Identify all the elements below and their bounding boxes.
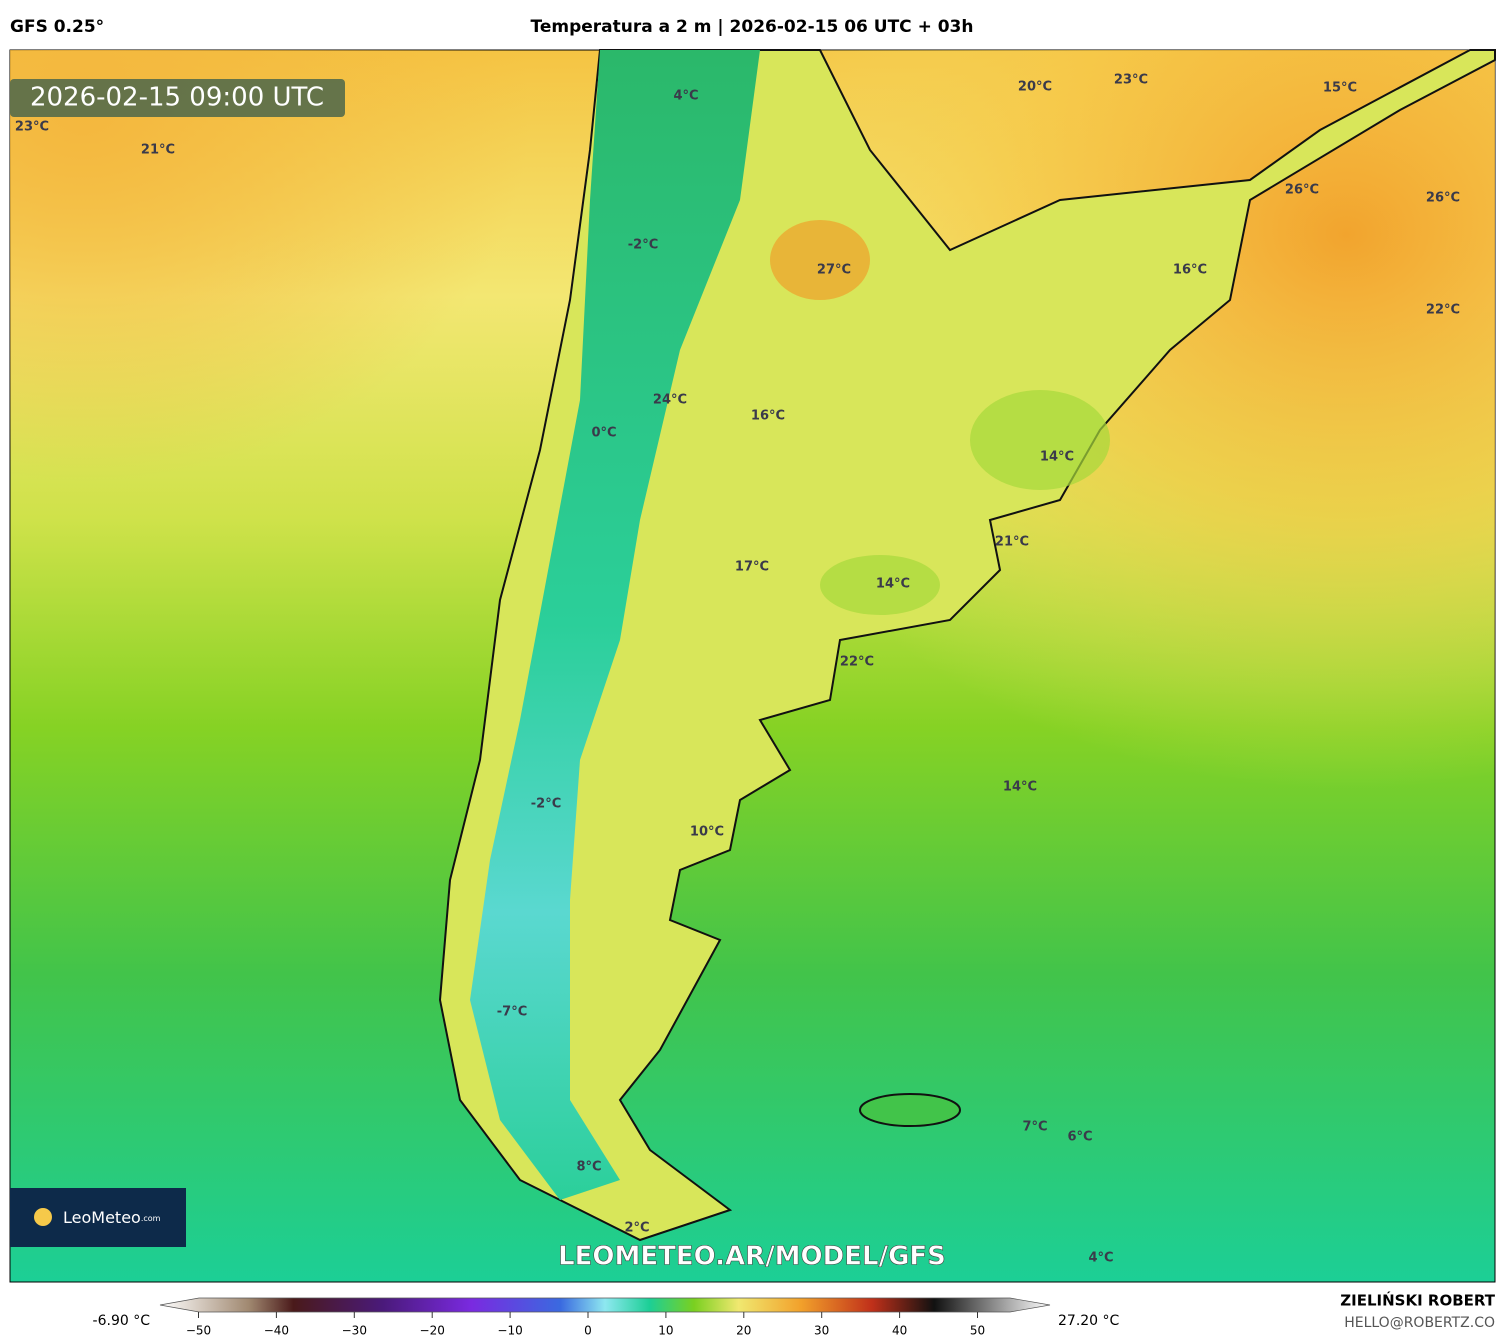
temperature-label: 20°C — [1018, 80, 1052, 95]
temperature-label: 26°C — [1285, 183, 1319, 198]
colorbar-tick-label: −40 — [264, 1324, 289, 1338]
colorbar-min: -6.90 °C — [93, 1313, 151, 1329]
colorbar-tick-label: 40 — [892, 1324, 907, 1338]
temperature-label: 6°C — [1067, 1130, 1092, 1145]
colorbar-max: 27.20 °C — [1058, 1313, 1120, 1329]
timestamp: 2026-02-15 09:00 UTC — [30, 83, 324, 113]
logo-text: LeoMeteo — [63, 1208, 141, 1227]
temperature-label: 27°C — [817, 263, 851, 278]
temperature-label: 8°C — [576, 1160, 601, 1175]
watermark: LEOMETEO.AR/MODEL/GFS — [558, 1242, 946, 1272]
colorbar: -6.90 °C 27.20 °C −50 −40 −30 −20 −10 0 10 20 30… — [93, 1297, 1120, 1338]
temperature-label: -7°C — [497, 1005, 527, 1020]
logo-suffix: .com — [141, 1214, 161, 1223]
temperature-label: 14°C — [1040, 450, 1074, 465]
colorbar-tick-label: 10 — [658, 1324, 673, 1338]
colorbar-tick-label: 30 — [814, 1324, 829, 1338]
temperature-label: 15°C — [1323, 81, 1357, 96]
colorbar-tick-label: −20 — [420, 1324, 445, 1338]
temperature-label: 23°C — [15, 120, 49, 135]
temperature-label: 22°C — [1426, 303, 1460, 318]
colorbar-tick-label: −50 — [186, 1324, 211, 1338]
land — [438, 49, 1496, 1242]
temperature-label: 16°C — [1173, 263, 1207, 278]
colorbar-tick-label: 50 — [970, 1324, 985, 1338]
temperature-label: -2°C — [628, 238, 658, 253]
colorbar-tick-label: 20 — [736, 1324, 751, 1338]
temperature-label: 16°C — [751, 409, 785, 424]
author: ZIELIŃSKI ROBERT — [1340, 1291, 1495, 1310]
temperature-label: 23°C — [1114, 73, 1148, 88]
map-title: Temperatura a 2 m | 2026-02-15 06 UTC + … — [531, 17, 974, 37]
temperature-label: 10°C — [690, 825, 724, 840]
temperature-label: 21°C — [141, 143, 175, 158]
temperature-label: 4°C — [673, 89, 698, 104]
temperature-label: 4°C — [1088, 1251, 1113, 1266]
temperature-label: 22°C — [840, 655, 874, 670]
colorbar-tick-label: −30 — [342, 1324, 367, 1338]
andes — [470, 50, 760, 1200]
temperature-label: 21°C — [995, 535, 1029, 550]
email: HELLO@ROBERTZ.CO — [1344, 1315, 1495, 1331]
temperature-label: 2°C — [624, 1221, 649, 1236]
temperature-label: -2°C — [531, 797, 561, 812]
temperature-label: 14°C — [1003, 780, 1037, 795]
temperature-label: 26°C — [1426, 191, 1460, 206]
temperature-label: 14°C — [876, 577, 910, 592]
temperature-label: 7°C — [1022, 1120, 1047, 1135]
model-name: GFS 0.25° — [10, 17, 104, 37]
colorbar-tick-label: −10 — [497, 1324, 522, 1338]
temperature-label: 24°C — [653, 393, 687, 408]
temperature-label: 0°C — [591, 426, 616, 441]
temperature-label: 17°C — [735, 560, 769, 575]
logo: LeoMeteo.com — [63, 1208, 161, 1227]
map-area: 2026-02-15 09:00 UTC 23°C 21°C 4°C 20°C 23°C… — [9, 49, 1496, 1283]
colorbar-tick-label: 0 — [584, 1324, 592, 1338]
